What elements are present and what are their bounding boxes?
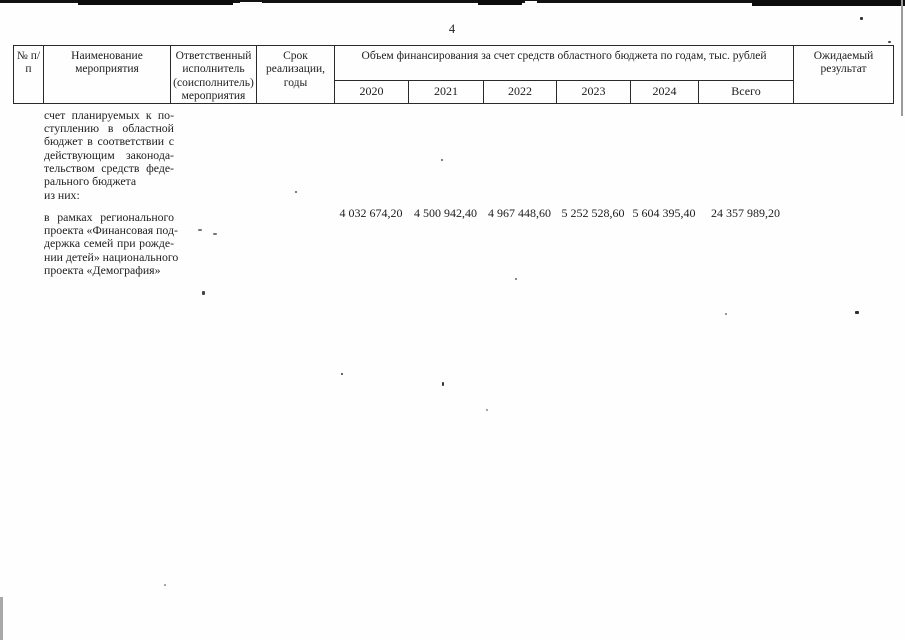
scan-speck (855, 311, 859, 314)
year-header-2024: 2024 (630, 79, 699, 105)
funding-table-header: № п/п Наименование мероприятия Ответстве… (13, 44, 894, 105)
funding-value-2022: 4 967 448,60 (488, 206, 551, 220)
scan-speck (515, 278, 517, 280)
scan-speck (295, 191, 297, 193)
paragraph-line: нии детей» национального (44, 249, 179, 264)
funding-value-2024: 5 604 395,40 (632, 206, 696, 220)
scan-speck (442, 382, 444, 386)
scan-top-band-segment (78, 0, 233, 5)
funding-value-2021: 4 500 942,40 (414, 206, 477, 220)
scan-top-band-segment (478, 0, 522, 5)
col-header-name: Наименование мероприятия (43, 44, 171, 105)
paragraph-line: проекта «Финансовая под- (44, 223, 178, 238)
paragraph-line: счет планируемых к по- (44, 108, 174, 122)
paragraph-line: в рамках регионального (44, 210, 174, 224)
scan-speck (860, 17, 863, 20)
paragraph-line: держка семей при рожде- (44, 236, 174, 251)
scan-speck (164, 584, 166, 586)
regional-project-paragraph: в рамках регионального проекта «Финансов… (44, 210, 179, 277)
scan-top-band (0, 0, 905, 3)
paragraph-line: рального бюджета (44, 174, 137, 189)
year-header-2022: 2022 (483, 79, 557, 105)
scan-top-band-gap (525, 1, 537, 6)
scan-top-band-gap (240, 2, 262, 5)
scan-speck (213, 233, 217, 235)
funding-values-row: 4 032 674,20 4 500 942,40 4 967 448,60 5… (334, 206, 793, 220)
year-header-2023: 2023 (556, 79, 631, 105)
subtotal-label: из них: (44, 188, 80, 202)
page-number: 4 (448, 22, 456, 36)
paragraph-line: проекта «Демография» (44, 262, 161, 277)
paragraph-line: ступлению в областной (44, 121, 174, 136)
paragraph-line: тельством средств феде- (44, 160, 174, 175)
scan-top-band-segment (752, 0, 905, 6)
col-header-funding-group: Объем финансирования за счет средств обл… (334, 45, 794, 81)
funding-value-2020: 4 032 674,20 (339, 206, 403, 220)
scan-right-edge-shadow (901, 0, 903, 116)
scan-speck (441, 159, 443, 161)
scan-speck (341, 373, 343, 375)
col-header-expected-result: Ожидаемый результат (793, 44, 894, 105)
scan-speck (725, 313, 727, 315)
year-header-2021: 2021 (408, 79, 484, 105)
measure-description-paragraph: счет планируемых к по- ступлению в облас… (44, 108, 174, 189)
paragraph-line: действующим законода- (44, 147, 174, 162)
col-header-executor: Ответственный исполнитель (соисполнитель… (170, 44, 257, 105)
funding-value-total: 24 357 989,20 (711, 206, 780, 220)
year-header-total: Всего (698, 79, 794, 105)
scan-speck (888, 41, 891, 43)
subtotal-label-block: из них: (44, 188, 174, 202)
col-header-period: Срок реализации, годы (256, 44, 335, 105)
scan-speck (486, 409, 488, 411)
col-header-num: № п/п (13, 44, 44, 105)
funding-value-2023: 5 252 528,60 (561, 206, 625, 220)
year-header-2020: 2020 (334, 79, 409, 105)
paragraph-line: бюджет в соответствии с (44, 134, 174, 149)
scan-speck (198, 229, 202, 231)
scan-speck (202, 291, 205, 295)
scan-left-edge-shadow (0, 597, 3, 640)
